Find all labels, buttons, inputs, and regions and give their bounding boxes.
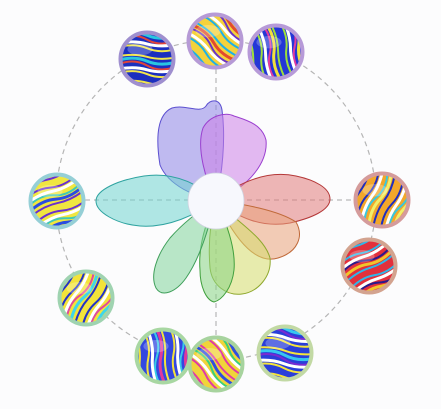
- node-thumbnail-8[interactable]: [126, 319, 198, 393]
- node-thumbnail-10-image: [14, 159, 99, 242]
- node-thumbnail-5-image: [325, 223, 412, 309]
- node-thumbnail-5[interactable]: [325, 223, 412, 309]
- node-thumbnail-4[interactable]: [342, 159, 422, 241]
- node-thumbnail-9[interactable]: [44, 256, 127, 340]
- node-thumbnail-1-image: [115, 29, 179, 90]
- node-thumbnail-3[interactable]: [237, 13, 313, 91]
- node-thumbnail-1[interactable]: [115, 29, 179, 90]
- node-thumbnail-6[interactable]: [250, 320, 319, 386]
- node-thumbnail-6-image: [250, 320, 319, 386]
- node-thumbnail-10[interactable]: [14, 159, 99, 242]
- node-thumbnail-9-image: [44, 256, 127, 340]
- center-hub: [188, 173, 244, 229]
